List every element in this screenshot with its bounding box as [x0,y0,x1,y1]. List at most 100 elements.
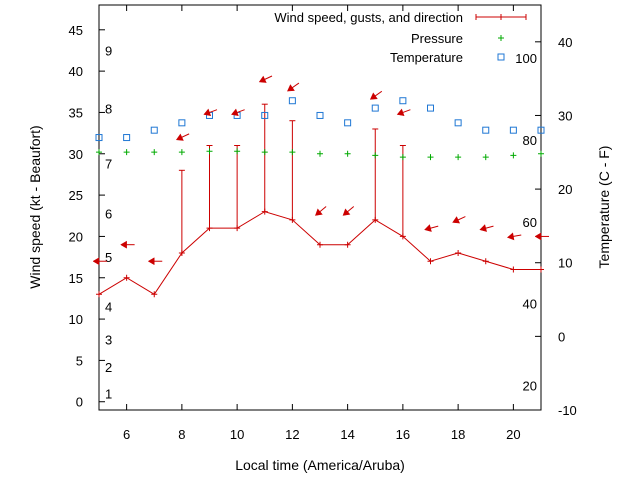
wind-point [123,274,130,281]
beaufort-label: 5 [105,250,112,265]
x-tick-label: 16 [396,427,410,442]
wind-direction-arrow [534,232,549,241]
wind-direction-arrow [479,224,494,232]
wind-direction-arrow [92,257,107,266]
wind-direction-arrow [258,75,273,83]
legend: Wind speed, gusts, and direction Pressure… [274,10,527,65]
wind-point [234,225,241,232]
pressure-point [510,152,517,159]
x-tick-label: 6 [123,427,130,442]
pressure-point [151,149,158,156]
fahrenheit-label: 100 [515,51,537,66]
y-tick-label: 30 [69,147,83,162]
beaufort-label: 6 [105,206,112,221]
temperature-point [371,104,379,112]
beaufort-label: 4 [105,300,112,315]
wind-direction-arrow [231,108,245,117]
temperature-point [344,119,352,127]
wind-direction-arrow [315,206,327,216]
wind-direction-arrow [203,108,218,117]
pressure-point [96,149,102,156]
temperature-point [178,119,186,127]
x-tick-label: 14 [340,427,354,442]
wind-direction-arrow [424,224,439,232]
plot-frame [98,4,542,411]
fahrenheit-label: 20 [523,378,537,393]
wind-point [206,225,213,232]
legend-swatch-point [498,14,504,20]
wind-direction-arrow [369,90,383,100]
pressure-point [317,150,323,157]
wind-point [482,258,489,265]
fahrenheit-label: 80 [523,133,537,148]
wind-point [178,249,185,256]
wind-point [427,258,434,265]
wind-point [455,249,462,256]
wind-direction-arrow [342,206,355,216]
wind-direction-arrow [287,82,300,92]
x-tick-label: 18 [451,427,465,442]
y2-tick-label: 20 [558,182,572,197]
pressure-point [261,149,268,156]
wind-direction-arrow [452,216,466,224]
x-tick-label: 12 [285,427,299,442]
legend-swatch [497,53,505,61]
x-tick-label: 10 [230,427,244,442]
wind-direction-arrow [120,240,135,249]
y2-tick-label: 30 [558,108,572,123]
temperature-point [509,126,517,134]
temperature-point [537,126,545,134]
legend-label: Temperature [390,50,463,65]
legend-label: Wind speed, gusts, and direction [274,10,463,25]
wind-point [261,208,268,215]
wind-point [344,241,351,248]
y-tick-label: 40 [69,64,83,79]
wind-point [96,291,102,298]
axis-annotations: 1 2 3 4 5 6 7 8 9 20 40 60 80 100 [105,43,537,401]
y2-axis-label: Temperature (C - F) [596,146,612,269]
pressure-point [455,154,462,161]
pressure-point [427,154,434,161]
y-tick-label: 45 [69,23,83,38]
beaufort-label: 3 [105,333,112,348]
wind-point [510,266,517,273]
y-tick-label: 15 [69,271,83,286]
temperature-point [288,97,296,105]
beaufort-label: 8 [105,101,112,116]
legend-swatch [498,35,504,41]
wind-point [317,241,323,248]
beaufort-label: 9 [105,43,112,58]
wind-direction-arrow [396,108,411,117]
temperature-point [482,126,490,134]
beaufort-label: 7 [105,157,112,172]
wind-direction-arrow [506,232,522,241]
pressure-point [234,148,241,155]
wind-point [538,266,544,273]
temperature-point [399,97,407,105]
beaufort-label: 1 [105,386,112,401]
wind-point [399,233,406,240]
temperature-point [427,104,434,112]
legend-label: Pressure [411,31,463,46]
pressure-point [178,149,185,156]
temperature-point [95,134,103,142]
y-tick-label: 0 [76,395,83,410]
y2-tick-label: -10 [558,403,577,418]
beaufort-label: 2 [105,360,112,375]
series-layer [92,75,549,298]
pressure-point [344,150,351,157]
y-tick-label: 10 [69,312,83,327]
y2-tick-label: 10 [558,256,572,271]
x-axis-label: Local time (America/Aruba) [235,457,405,473]
y2-tick-label: 40 [558,35,572,50]
y-axis-label: Wind speed (kt - Beaufort) [27,125,43,288]
x-tick-label: 8 [178,427,185,442]
wind-direction-arrow [175,133,190,141]
temperature-point [316,111,324,119]
wind-point [151,291,158,298]
temperature-point [150,126,158,134]
pressure-point [482,154,489,161]
fahrenheit-label: 60 [523,215,537,230]
pressure-point [538,150,544,157]
